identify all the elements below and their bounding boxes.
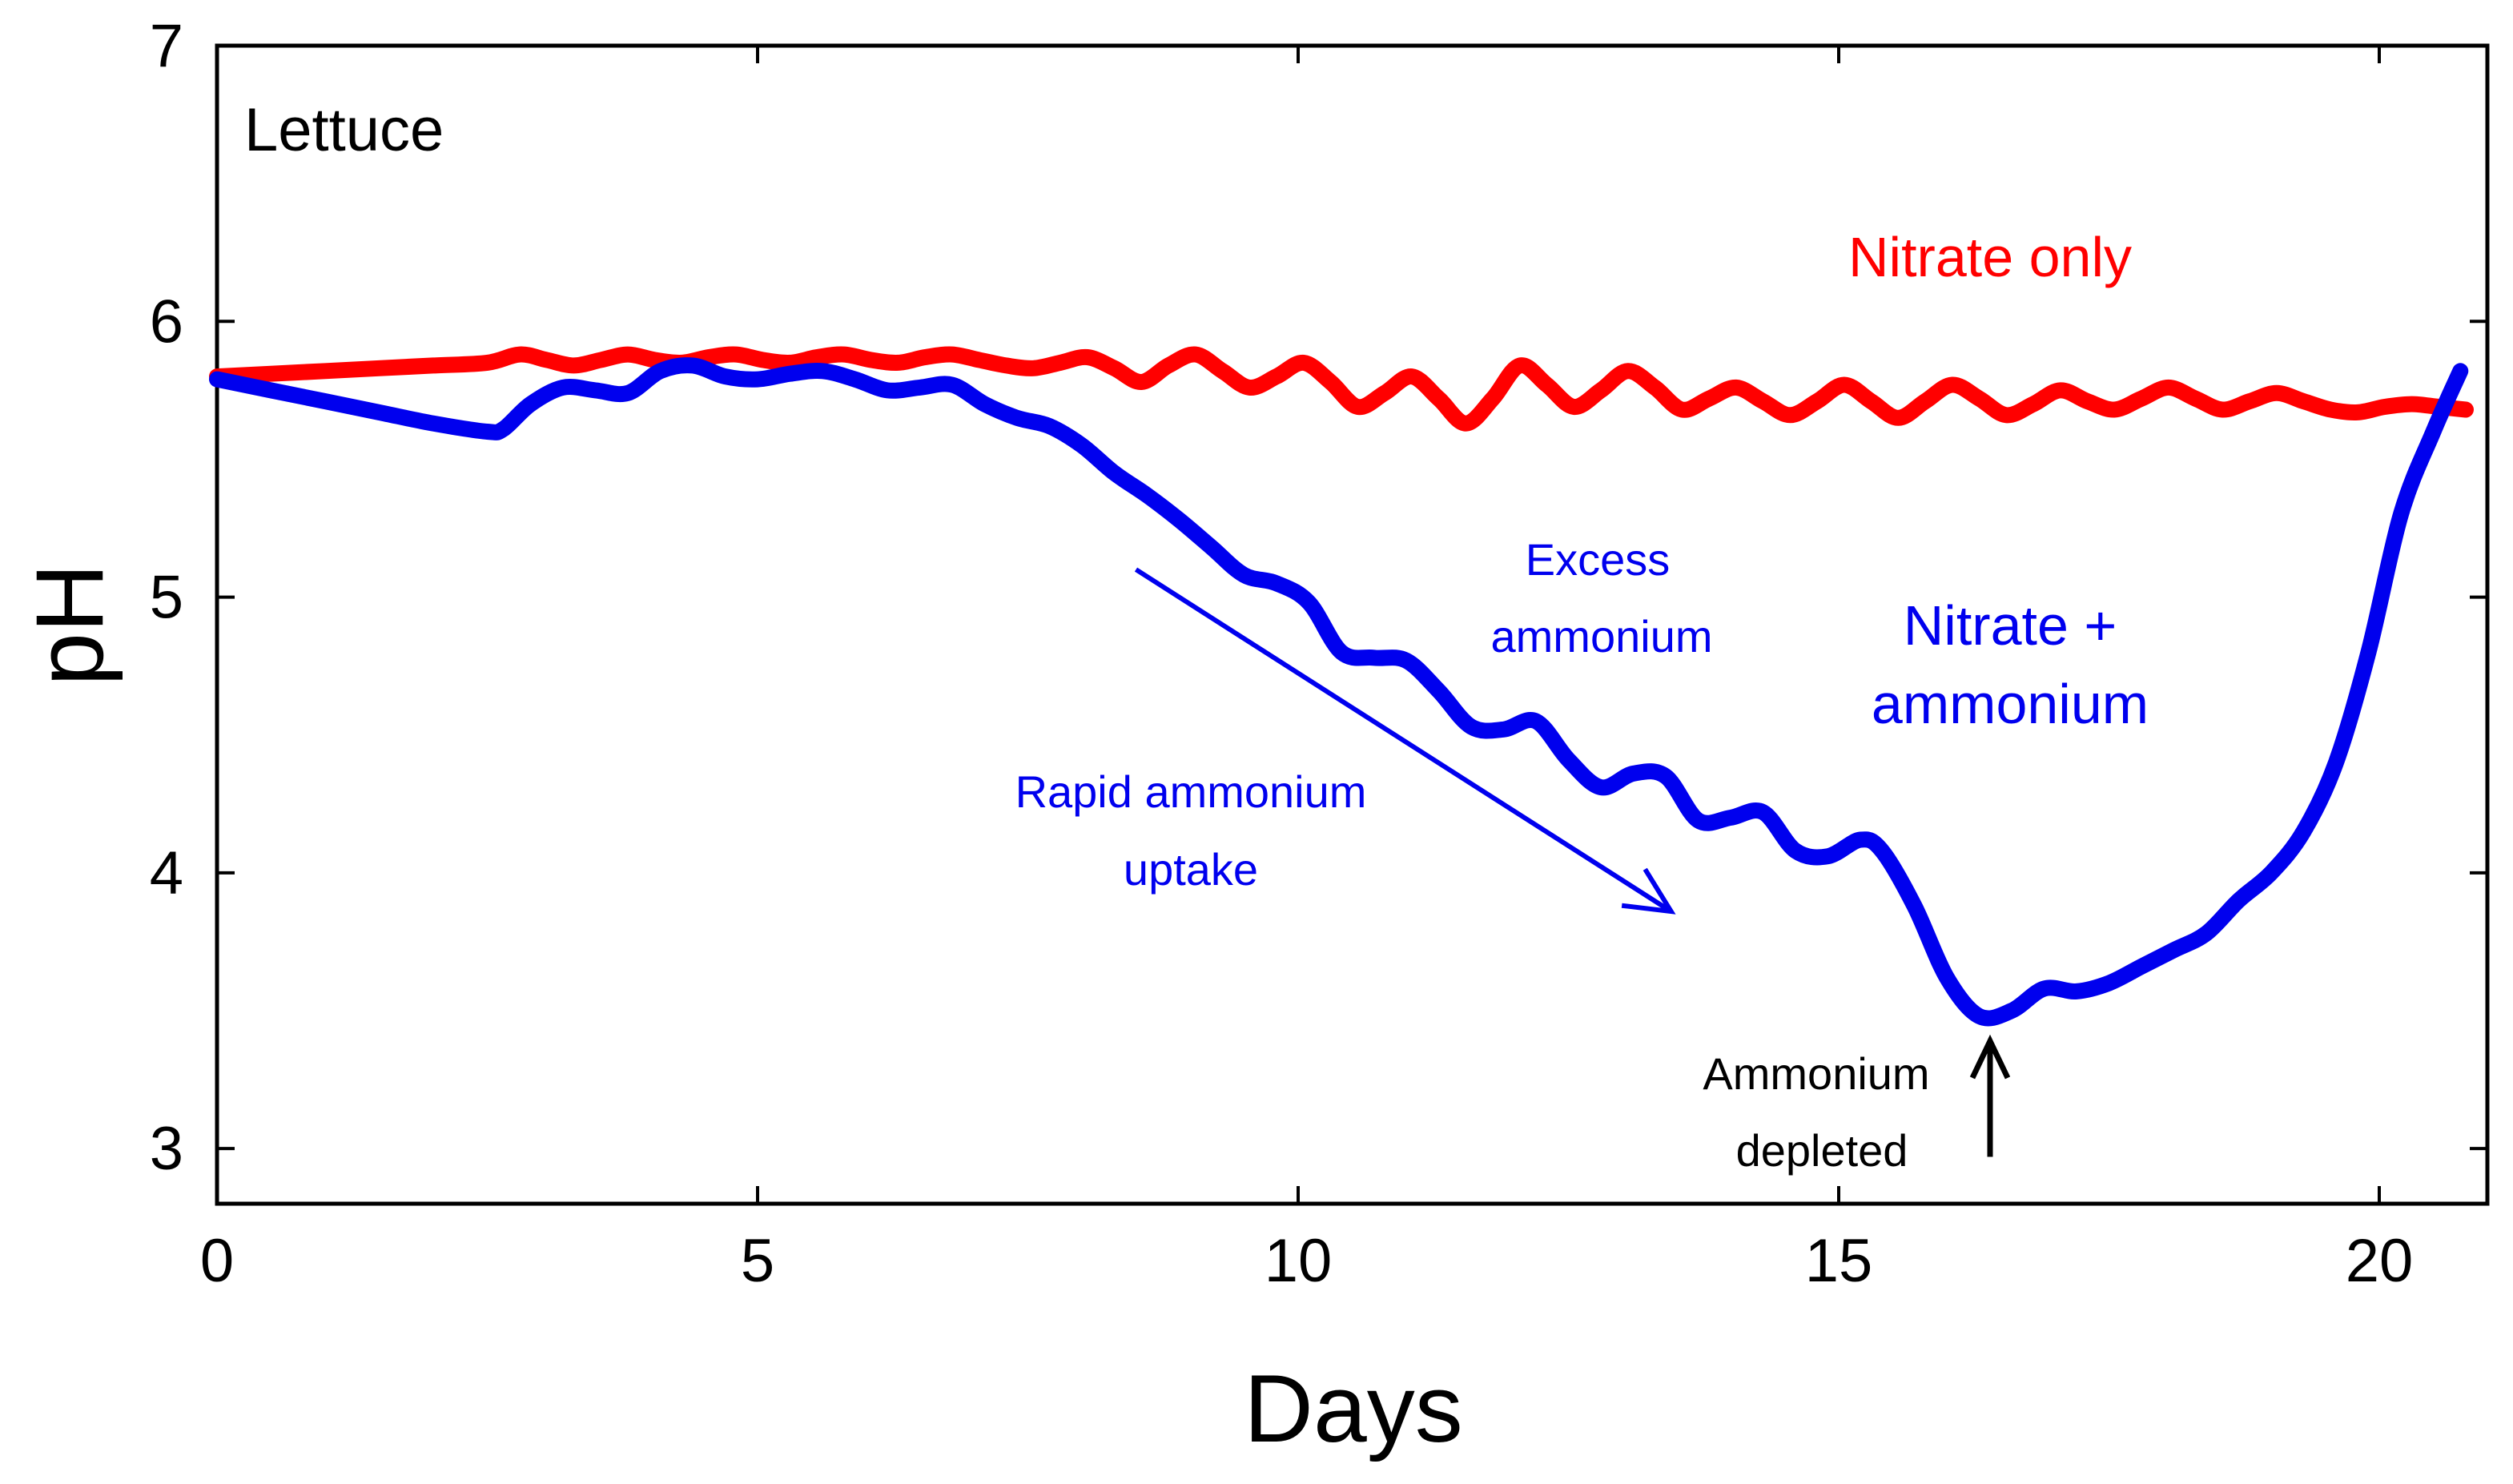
- rapid-uptake-arrowhead: [1621, 867, 1676, 915]
- annotation-arrows: [1134, 567, 2011, 1157]
- rapid-uptake-label-line1: Rapid ammonium: [1015, 766, 1367, 817]
- excess-ammonium-label-line1: Excess: [1526, 534, 1671, 585]
- chart-title: Lettuce: [244, 96, 444, 164]
- y-tick-label: 7: [150, 12, 183, 80]
- ammonium-depleted-label-line1: Ammonium: [1703, 1048, 1929, 1099]
- nitrate-only-label: Nitrate only: [1848, 226, 2132, 288]
- series-line-nitrate-ammonium: [209, 357, 2469, 1027]
- x-tick-label: 10: [1265, 1227, 1333, 1295]
- y-tick-label: 4: [150, 839, 183, 907]
- y-axis-label: pH: [16, 563, 123, 686]
- y-tick-label: 3: [150, 1115, 183, 1183]
- x-tick-label: 5: [741, 1227, 774, 1295]
- x-axis-label: Days: [1244, 1355, 1462, 1462]
- x-tick-label: 15: [1805, 1227, 1873, 1295]
- y-tick-label: 5: [150, 564, 183, 632]
- x-tick-label: 0: [200, 1227, 234, 1295]
- series-group: [209, 346, 2474, 1027]
- y-tick-label: 6: [150, 288, 183, 356]
- nitrate-ammonium-label-line2: ammonium: [1872, 673, 2149, 735]
- nitrate-ammonium-label-line1: Nitrate +: [1904, 594, 2117, 657]
- plot-frame: [215, 43, 2490, 1206]
- rapid-uptake-label-line2: uptake: [1124, 844, 1258, 895]
- ammonium-depleted-label-line2: depleted: [1736, 1125, 1908, 1176]
- rapid-uptake-arrow: [1134, 567, 1673, 914]
- ammonium-depleted-arrowhead: [1969, 1034, 2011, 1080]
- x-tick-label: 20: [2346, 1227, 2414, 1295]
- axis-ticks: 0 5 10 15 20 3 4 5 6 7: [150, 12, 2487, 1295]
- excess-ammonium-label-line2: ammonium: [1491, 611, 1713, 662]
